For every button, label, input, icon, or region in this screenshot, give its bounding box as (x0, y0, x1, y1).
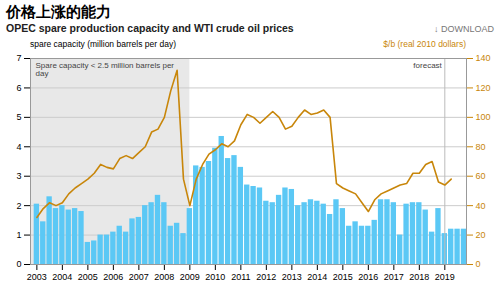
svg-text:2004: 2004 (52, 272, 72, 282)
svg-text:40: 40 (476, 201, 486, 211)
svg-text:4: 4 (16, 142, 21, 152)
svg-text:2008: 2008 (154, 272, 174, 282)
svg-text:0: 0 (476, 259, 481, 269)
svg-text:120: 120 (476, 83, 491, 93)
svg-text:2007: 2007 (129, 272, 149, 282)
svg-text:2009: 2009 (180, 272, 200, 282)
svg-text:100: 100 (476, 112, 491, 122)
svg-text:6: 6 (16, 83, 21, 93)
svg-text:60: 60 (476, 171, 486, 181)
svg-text:2005: 2005 (78, 272, 98, 282)
svg-text:7: 7 (16, 53, 21, 63)
html-text:OPEC spare production capacity: OPEC spare production capacity and WTI c… (6, 22, 294, 34)
svg-text:2015: 2015 (333, 272, 353, 282)
svg-text:80: 80 (476, 142, 486, 152)
svg-text:2017: 2017 (384, 272, 404, 282)
html-text:↓ DOWNLOAD: ↓ DOWNLOAD (434, 24, 494, 34)
svg-text:2011: 2011 (231, 272, 250, 282)
html-text:$/b (real 2010 dollars): $/b (real 2010 dollars) (383, 39, 466, 49)
svg-text:0: 0 (16, 259, 21, 269)
svg-text:2010: 2010 (205, 272, 225, 282)
svg-text:2014: 2014 (307, 272, 327, 282)
svg-text:2018: 2018 (409, 272, 429, 282)
svg-text:5: 5 (16, 112, 21, 122)
svg-text:140: 140 (476, 53, 491, 63)
svg-text:3: 3 (16, 171, 21, 181)
svg-text:Spare capacity < 2.5 million b: Spare capacity < 2.5 million barrels per… (36, 61, 175, 78)
svg-text:2016: 2016 (358, 272, 378, 282)
svg-text:1: 1 (16, 230, 21, 240)
html-text:价格上涨的能力: 价格上涨的能力 (6, 3, 111, 20)
svg-text:2003: 2003 (27, 272, 47, 282)
svg-text:2013: 2013 (282, 272, 302, 282)
svg-text:20: 20 (476, 230, 486, 240)
svg-text:2012: 2012 (256, 272, 276, 282)
svg-text:2006: 2006 (103, 272, 123, 282)
svg-text:forecast: forecast (413, 61, 442, 70)
html-text:spare capacity (million barrel: spare capacity (million barrels per day) (30, 39, 176, 49)
svg-text:2: 2 (16, 201, 21, 211)
svg-text:2019: 2019 (435, 272, 455, 282)
